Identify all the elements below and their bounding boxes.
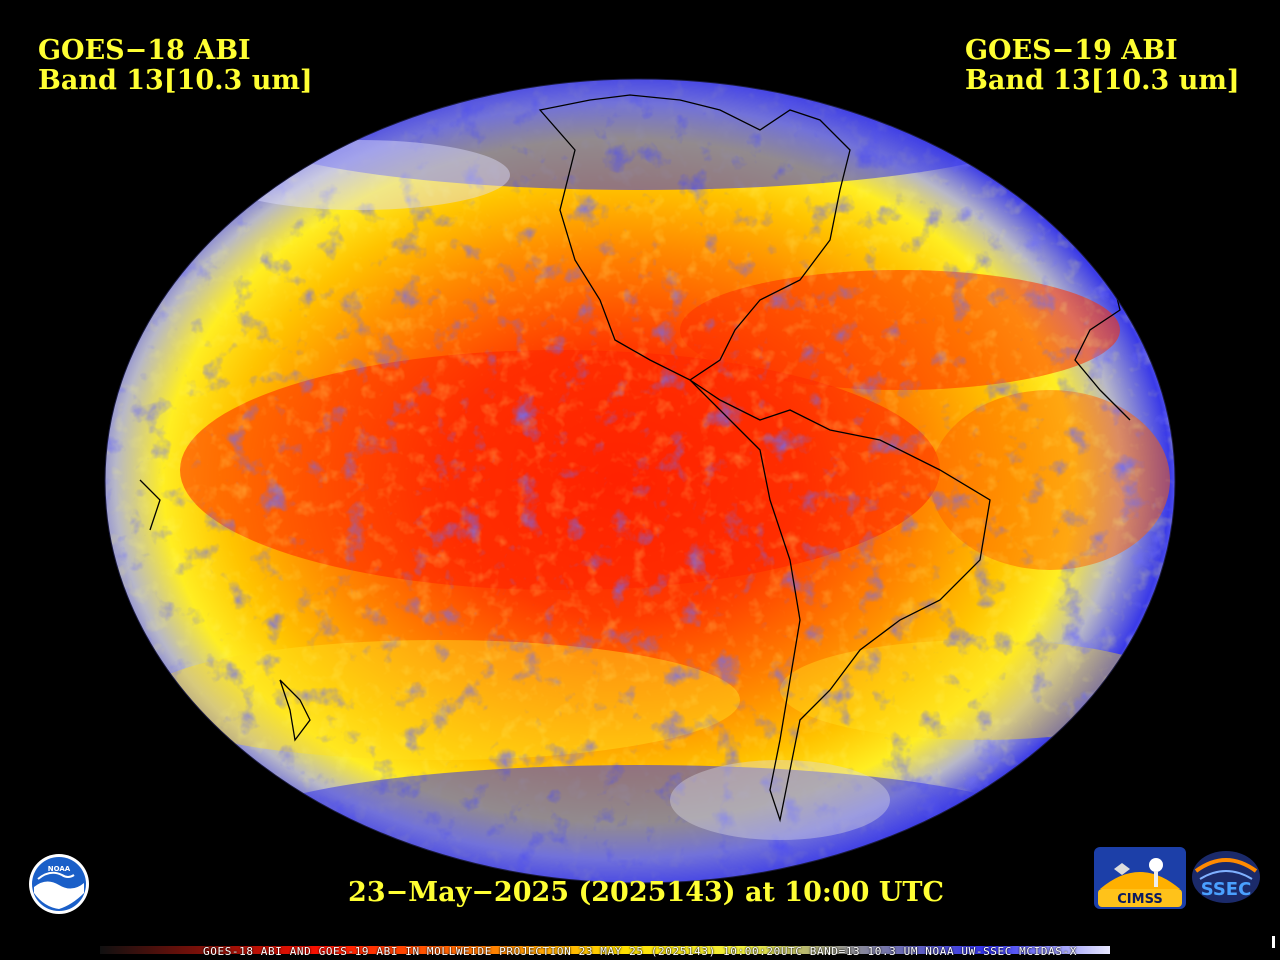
left-title-line1: GOES−18 ABI	[38, 35, 251, 66]
ssec-logo: SSEC	[1188, 845, 1264, 911]
right-title-line1: GOES−19 ABI	[965, 35, 1178, 66]
noaa-logo: NOAA	[28, 853, 90, 915]
cimss-logo: CIMSS	[1092, 845, 1188, 911]
cursor-marker	[1272, 936, 1275, 948]
right-satellite-title: GOES−19 ABI Band 13[10.3 um]	[965, 36, 1240, 96]
left-title-line2: Band 13[10.3 um]	[38, 65, 313, 96]
left-satellite-title: GOES−18 ABI Band 13[10.3 um]	[38, 36, 313, 96]
ssec-logo-text: SSEC	[1201, 879, 1252, 900]
temperature-colorbar	[100, 946, 1110, 954]
right-title-line2: Band 13[10.3 um]	[965, 65, 1240, 96]
colorbar-caption: GOES-18 ABI AND GOES-19 ABI IN MOLLWEIDE…	[203, 945, 1077, 958]
noaa-logo-text: NOAA	[48, 865, 71, 873]
image-timestamp: 23−May−2025 (2025143) at 10:00 UTC	[348, 877, 944, 908]
cimss-logo-text: CIMSS	[1117, 892, 1162, 907]
